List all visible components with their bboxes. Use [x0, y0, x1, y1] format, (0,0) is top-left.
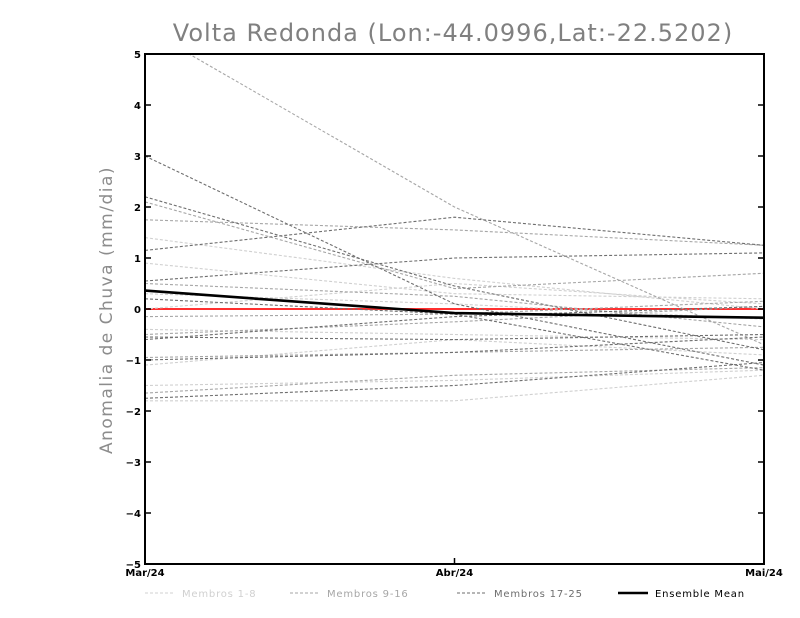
y-tick-label: −4	[126, 509, 141, 520]
ticks-layer: −5 −4 −3 −2 −1 0 1 2 3 4 5 Mar/24 Abr/24 Mai/24	[125, 50, 782, 579]
series-line-m25	[145, 361, 764, 399]
x-tick-label: Mai/24	[745, 568, 783, 579]
y-tick-label: −3	[126, 458, 141, 469]
series-line-m16	[145, 300, 764, 318]
legend-label: Ensemble Mean	[655, 589, 745, 600]
y-tick-label: −2	[126, 407, 141, 418]
y-tick-label: 0	[134, 305, 141, 316]
series-line-m13	[145, 305, 764, 336]
series-line-m8	[145, 293, 764, 320]
series-line-m3	[145, 282, 764, 310]
series-line-m23	[145, 305, 764, 341]
series-line-m11	[145, 219, 764, 246]
series-line-m6	[145, 369, 764, 387]
series-line-m4	[145, 328, 764, 341]
series-line-m19	[145, 216, 764, 251]
series-line-m18	[145, 196, 764, 351]
series-line-m7	[145, 374, 764, 402]
y-tick-label: 3	[134, 152, 141, 163]
series-line-m5	[145, 339, 764, 366]
series-line-m20	[145, 252, 764, 282]
legend-label: Membros 9-16	[327, 589, 409, 600]
y-tick-label: −5	[126, 560, 141, 571]
y-tick-label: 1	[134, 254, 141, 265]
x-tick-label: Abr/24	[436, 568, 473, 579]
y-axis-label: Anomalia de Chuva (mm/dia)	[97, 166, 117, 454]
legend-label: Membros 1-8	[182, 589, 256, 600]
y-tick-label: 2	[134, 203, 141, 214]
y-tick-label: −1	[126, 356, 141, 367]
x-tick-label: Mar/24	[125, 568, 164, 579]
y-tick-label: 4	[134, 101, 141, 112]
ensemble-mean-line	[145, 289, 764, 319]
legend: Membros 1-8 Membros 9-16 Membros 17-25 Ense…	[145, 589, 745, 600]
series-line-m14	[145, 346, 764, 359]
legend-label: Membros 17-25	[494, 589, 583, 600]
series-line-m17	[145, 155, 764, 366]
series-line-m22	[145, 333, 764, 341]
y-tick-label: 5	[134, 50, 141, 61]
series-line-m1	[145, 237, 764, 310]
series-line-m24	[145, 336, 764, 361]
chart-title: Volta Redonda (Lon:-44.0996,Lat:-22.5202…	[173, 19, 733, 47]
plot-layer	[145, 54, 764, 402]
series-line-m15	[145, 367, 764, 394]
series-line-m2	[145, 262, 764, 300]
series-line-m9	[188, 54, 764, 346]
series-line-m10	[145, 201, 764, 290]
